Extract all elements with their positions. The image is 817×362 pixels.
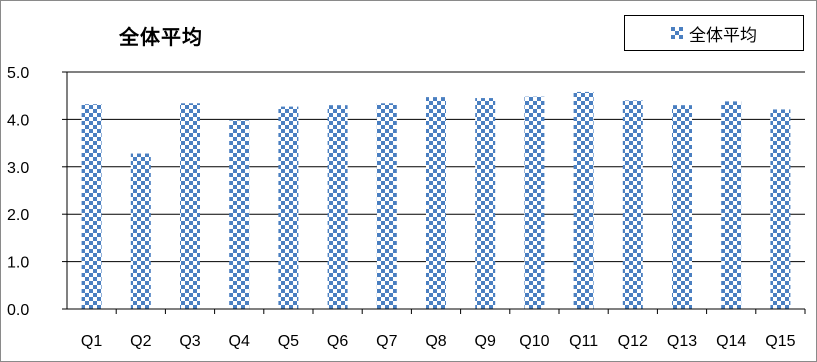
bar-q14 bbox=[721, 101, 742, 309]
bar-q11 bbox=[573, 91, 594, 310]
chart-title: 全体平均 bbox=[119, 25, 203, 49]
x-tick-label-q12: Q12 bbox=[618, 333, 648, 350]
legend-label: 全体平均 bbox=[689, 25, 757, 46]
x-tick-label-q10: Q10 bbox=[519, 333, 549, 350]
y-tick-label: 0.0 bbox=[7, 302, 29, 319]
x-tick-label-q4: Q4 bbox=[229, 333, 250, 350]
x-tick-label-q1: Q1 bbox=[81, 333, 102, 350]
y-tick-label: 3.0 bbox=[7, 160, 29, 177]
x-tick-label-q2: Q2 bbox=[130, 333, 151, 350]
x-tick-label-q14: Q14 bbox=[716, 333, 746, 350]
bar-q5 bbox=[278, 106, 299, 310]
bar-q15 bbox=[770, 109, 791, 309]
bar-q10 bbox=[524, 96, 545, 309]
y-tick-label: 1.0 bbox=[7, 255, 29, 272]
bar-q9 bbox=[475, 98, 496, 309]
bar-q2 bbox=[130, 153, 151, 309]
x-tick-label-q9: Q9 bbox=[475, 333, 496, 350]
bar-q12 bbox=[622, 100, 643, 309]
bar-q3 bbox=[180, 103, 200, 309]
bar-q13 bbox=[672, 105, 692, 310]
bar-q8 bbox=[426, 97, 446, 309]
bar-q6 bbox=[327, 105, 348, 310]
bar-q1 bbox=[81, 104, 102, 310]
x-tick-label-q5: Q5 bbox=[278, 333, 299, 350]
x-tick-label-q7: Q7 bbox=[376, 333, 397, 350]
x-tick-label-q3: Q3 bbox=[179, 333, 200, 350]
bar-q4 bbox=[229, 120, 250, 310]
y-tick-label: 4.0 bbox=[7, 112, 29, 129]
y-tick-label: 2.0 bbox=[7, 207, 29, 224]
legend: 全体平均 bbox=[624, 15, 804, 51]
x-tick-label-q15: Q15 bbox=[765, 333, 795, 350]
y-tick-label: 5.0 bbox=[7, 65, 29, 82]
x-tick-label-q6: Q6 bbox=[327, 333, 348, 350]
x-tick-label-q13: Q13 bbox=[667, 333, 697, 350]
x-tick-label-q11: Q11 bbox=[569, 333, 598, 350]
legend-swatch bbox=[671, 27, 683, 39]
x-tick-label-q8: Q8 bbox=[425, 333, 446, 350]
bar-q7 bbox=[376, 103, 397, 309]
